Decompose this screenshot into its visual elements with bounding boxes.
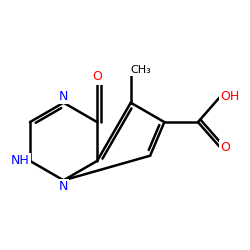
Text: CH₃: CH₃ (131, 65, 152, 75)
Text: OH: OH (220, 90, 239, 103)
Text: NH: NH (11, 154, 30, 168)
Text: O: O (92, 70, 102, 83)
Text: O: O (220, 141, 230, 154)
Text: N: N (59, 180, 68, 193)
Text: N: N (59, 90, 68, 103)
